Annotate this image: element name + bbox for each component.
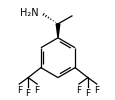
Text: F: F bbox=[34, 86, 39, 95]
Text: F: F bbox=[16, 86, 22, 95]
Text: F: F bbox=[25, 88, 30, 98]
Text: H₂N: H₂N bbox=[20, 8, 39, 18]
Text: F: F bbox=[76, 86, 81, 95]
Text: F: F bbox=[85, 88, 90, 98]
Text: F: F bbox=[93, 86, 99, 95]
Polygon shape bbox=[56, 24, 59, 38]
